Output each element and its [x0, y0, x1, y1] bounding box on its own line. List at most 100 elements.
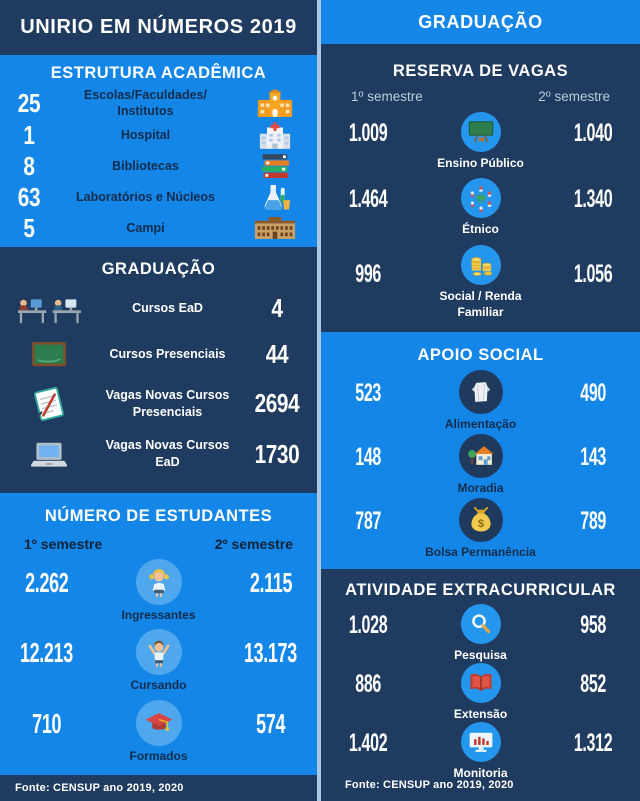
semester-header-row: 1º semestre 2º semestre — [321, 81, 640, 104]
semester-2-label: 2º semestre — [538, 89, 610, 104]
stat-value: 1730 — [254, 438, 300, 469]
right-column: GRADUAÇÃO RESERVA DE VAGAS 1º semestre 2… — [321, 0, 640, 801]
section-numero-estudantes: NÚMERO DE ESTUDANTES 1º semestre 2º seme… — [0, 493, 317, 775]
stat-label: Laboratórios e Núcleos — [76, 189, 215, 204]
apoio-rows: 523 Alimentação 490 — [321, 365, 640, 569]
stat-value-sem1: 996 — [355, 260, 382, 289]
lab-flasks-icon — [233, 183, 317, 212]
section-estrutura-academica: ESTRUTURA ACADÊMICA 25 Escolas/Faculdade… — [0, 55, 317, 247]
stat-row: 12.213 — [0, 629, 317, 694]
left-column: UNIRIO EM NÚMEROS 2019 ESTRUTURA ACADÊMI… — [0, 0, 317, 801]
stat-label: Pesquisa — [454, 648, 507, 662]
stat-value-sem1: 1.009 — [349, 118, 388, 147]
stat-row: 1.009 Ensino Público 1.040 — [321, 111, 640, 171]
stat-center: Social / Renda Familiar — [416, 244, 546, 320]
stat-label: Vagas Novas Cursos Presenciais — [105, 388, 230, 419]
stat-row: 1.464 Étnico — [321, 178, 640, 237]
stat-value: 2694 — [254, 388, 300, 419]
section-reserva-de-vagas: RESERVA DE VAGAS 1º semestre 2º semestre… — [321, 44, 640, 332]
stat-value-sem1: 1.464 — [349, 185, 388, 214]
section-title: ATIVIDADE EXTRACURRICULAR — [345, 581, 616, 599]
stat-value-sem2: 574 — [255, 707, 285, 739]
section-title: ESTRUTURA ACADÊMICA — [50, 64, 267, 82]
stat-value-sem1: 787 — [355, 506, 382, 535]
distance-learning-icon — [0, 293, 98, 324]
stat-label: Cursos Presenciais — [109, 347, 226, 362]
stat-value-sem1: 2.262 — [25, 567, 69, 599]
stat-row: Vagas Novas Cursos EaD 1730 — [0, 437, 317, 471]
new-student-girl-icon — [135, 558, 182, 605]
stat-label: Ensino Público — [437, 155, 524, 170]
school-icon — [233, 88, 317, 119]
stat-row: 8 Bibliotecas — [0, 151, 317, 182]
stat-center: $ Bolsa Permanência — [416, 497, 546, 561]
stat-label: Moradia — [457, 480, 504, 495]
stat-row: 5 Campi — [0, 213, 317, 244]
food-bag-icon — [458, 369, 503, 414]
stat-center: Ingressantes — [94, 558, 224, 624]
section-title: GRADUAÇÃO — [101, 260, 216, 278]
stat-row: 1.028 Pesquisa 958 — [321, 604, 640, 663]
books-icon — [233, 153, 317, 180]
stat-value: 63 — [17, 181, 41, 212]
section-graduacao-left: GRADUAÇÃO — [0, 247, 317, 493]
source-text: Fonte: CENSUP ano 2019, 2020 — [345, 779, 514, 791]
stat-row: 63 Laboratórios e Núcleos — [0, 182, 317, 213]
stat-value-sem2: 789 — [579, 506, 606, 535]
section-apoio-social: APOIO SOCIAL 523 Alimentaç — [321, 332, 640, 569]
hospital-icon — [233, 121, 317, 150]
stat-center: Ensino Público — [416, 111, 546, 171]
stat-label: Alimentação — [444, 416, 517, 431]
stat-center: Étnico — [416, 178, 546, 237]
stat-label: Ingressantes — [121, 607, 196, 622]
stat-center: Moradia — [416, 433, 546, 497]
stat-row: 710 Formados 574 — [0, 699, 317, 765]
stat-label: Vagas Novas Cursos EaD — [105, 438, 230, 470]
search-icon — [460, 604, 501, 644]
money-bag-icon: $ — [458, 497, 503, 542]
semester-1-label: 1º semestre — [24, 536, 103, 552]
stat-label: Escolas/Faculdades/ Institutos — [84, 88, 207, 119]
stat-value-sem2: 1.312 — [573, 729, 613, 758]
stat-value-sem1: 523 — [355, 378, 382, 407]
section-title: RESERVA DE VAGAS — [392, 62, 569, 80]
stat-label: Campi — [126, 220, 165, 235]
laptop-icon — [0, 441, 98, 468]
stat-row: 2.262 Ingressantes — [0, 558, 317, 624]
stat-row: 148 — [321, 433, 640, 497]
stat-value-sem2: 13.173 — [243, 637, 297, 669]
stat-value-sem1: 1.028 — [349, 611, 388, 640]
stat-value: 5 — [23, 212, 35, 243]
graduation-cap-icon — [135, 699, 182, 746]
stat-value: 4 — [271, 292, 283, 323]
notepad-pen-icon — [0, 386, 98, 422]
right-header-banner: GRADUAÇÃO — [321, 0, 640, 44]
chalkboard-easel-icon — [460, 111, 501, 152]
reserva-rows: 1.009 Ensino Público 1.040 — [321, 104, 640, 332]
stat-center: Cursando — [94, 629, 224, 694]
chalkboard-icon — [0, 341, 98, 368]
stat-center: Extensão — [416, 663, 546, 722]
stat-value-sem2: 958 — [579, 611, 606, 640]
left-footer: Fonte: CENSUP ano 2019, 2020 — [0, 775, 317, 801]
graduacao-rows: Cursos EaD 4 Cursos Presenciais 44 — [0, 279, 317, 493]
stat-row: 1.402 — [321, 722, 640, 781]
stat-value: 8 — [23, 150, 35, 181]
left-header-banner: UNIRIO EM NÚMEROS 2019 — [0, 0, 317, 55]
atividade-rows: 1.028 Pesquisa 958 886 — [321, 600, 640, 801]
coins-icon — [460, 244, 501, 285]
stat-row: 996 — [321, 244, 640, 320]
stat-row: 25 Escolas/Faculdades/ Institutos — [0, 87, 317, 120]
stat-value-sem1: 1.402 — [349, 729, 388, 758]
stat-value-sem1: 710 — [32, 707, 62, 739]
stat-value: 1 — [23, 119, 35, 150]
stat-label: Bibliotecas — [112, 158, 179, 173]
stat-label: Cursando — [130, 678, 187, 693]
open-book-icon — [460, 663, 501, 704]
ethnic-globe-people-icon — [460, 178, 501, 219]
stat-value-sem2: 143 — [579, 442, 606, 471]
stat-value-sem1: 12.213 — [20, 637, 74, 669]
section-atividade-extracurricular: ATIVIDADE EXTRACURRICULAR 1.028 Pesquisa — [321, 569, 640, 801]
estrutura-rows: 25 Escolas/Faculdades/ Institutos — [0, 83, 317, 250]
right-header-title: GRADUAÇÃO — [418, 11, 543, 32]
